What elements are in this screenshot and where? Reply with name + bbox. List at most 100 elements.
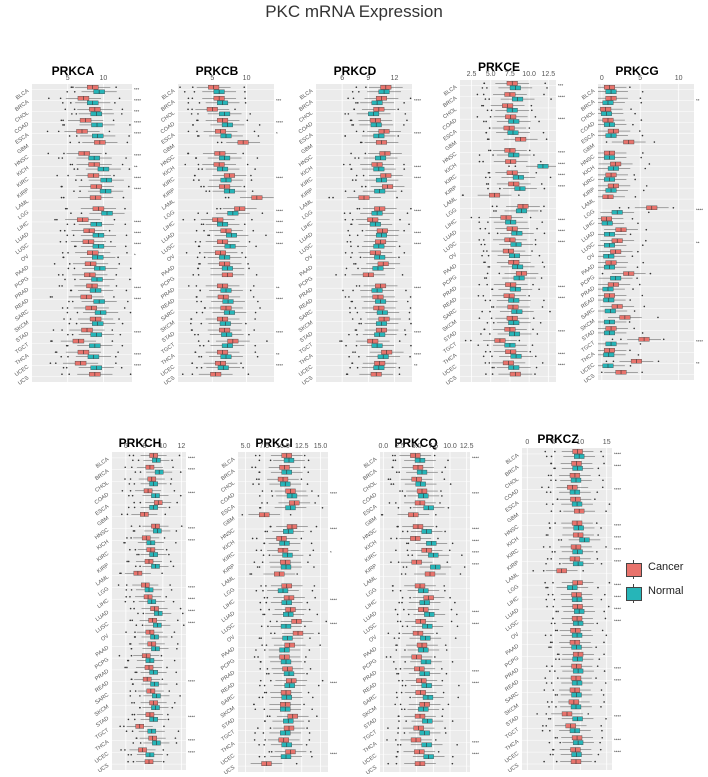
cancer-outlier	[261, 644, 263, 646]
normal-outlier	[647, 211, 650, 214]
normal-outlier	[348, 333, 350, 336]
normal-outlier	[198, 179, 200, 181]
cancer-outlier	[484, 227, 487, 230]
significance-label: ****	[414, 98, 421, 103]
category-label: SKCM	[94, 704, 111, 718]
cancer-outlier	[441, 668, 443, 670]
cancer-outlier	[203, 229, 205, 232]
cancer-outlier	[308, 608, 311, 611]
cancer-outlier	[478, 317, 481, 319]
significance-label: **	[414, 363, 418, 368]
cancer-outlier	[51, 296, 53, 298]
cancer-outlier	[248, 240, 251, 243]
normal-outlier	[410, 344, 412, 347]
normal-outlier	[534, 355, 537, 358]
category-label: LUSC	[221, 623, 236, 636]
significance-label: **	[276, 286, 280, 291]
cancer-outlier	[358, 207, 361, 210]
cancer-outlier	[128, 454, 131, 457]
cancer-outlier	[536, 227, 538, 230]
cancer-outlier	[394, 454, 396, 457]
cancer-outlier	[529, 350, 532, 353]
normal-outlier	[642, 189, 645, 192]
category-label: LIHC	[96, 598, 110, 610]
category-label: KICH	[364, 540, 378, 552]
cancer-outlier	[187, 152, 190, 155]
cancer-outlier	[178, 454, 181, 457]
normal-outlier	[136, 553, 138, 556]
category-label: CHOL	[362, 480, 378, 494]
normal-outlier	[171, 706, 174, 709]
cancer-outlier	[532, 317, 535, 319]
cancer-outlier	[246, 163, 249, 166]
cancer-outlier	[255, 274, 258, 276]
category-label: OV	[166, 254, 176, 264]
category-label: LIHC	[162, 221, 176, 233]
cancer-outlier	[639, 97, 642, 99]
cancer-outlier	[112, 119, 115, 122]
cancer-outlier	[556, 498, 559, 501]
normal-outlier	[600, 527, 602, 529]
cancer-outlier	[266, 502, 269, 504]
cancer-outlier	[193, 174, 196, 177]
normal-outlier	[409, 696, 411, 699]
significance-label: ****	[614, 463, 621, 468]
normal-outlier	[127, 300, 129, 303]
cancer-outlier	[64, 108, 67, 111]
normal-outlier	[555, 658, 557, 660]
category-label: LGG	[17, 210, 30, 222]
normal-outlier	[199, 344, 201, 347]
normal-outlier	[395, 755, 398, 758]
cancer-outlier	[546, 605, 548, 608]
cancer-outlier	[269, 727, 272, 729]
cancer-outlier	[554, 450, 556, 453]
normal-outlier	[258, 495, 261, 497]
cancer-outlier	[192, 274, 195, 276]
category-label: LAML	[581, 198, 596, 211]
significance-label: ****	[614, 678, 621, 683]
normal-outlier	[401, 684, 404, 687]
normal-outlier	[172, 565, 175, 568]
cancer-outlier	[399, 703, 402, 706]
normal-outlier	[543, 232, 546, 235]
category-label: PAAD	[161, 265, 176, 278]
normal-outlier	[549, 717, 552, 720]
cancer-outlier	[199, 251, 201, 254]
category-label: KICH	[506, 536, 520, 548]
cancer-outlier	[127, 760, 129, 763]
cancer-outlier	[604, 617, 607, 620]
category-label: LUSC	[95, 621, 110, 634]
normal-outlier	[304, 625, 306, 628]
normal-outlier	[456, 744, 458, 746]
category-label: HNSC	[220, 528, 236, 542]
cancer-outlier	[125, 584, 128, 586]
normal-outlier	[264, 530, 267, 533]
normal-outlier	[451, 720, 454, 722]
cancer-outlier	[488, 127, 491, 129]
normal-outlier	[544, 634, 547, 637]
cancer-outlier	[121, 108, 124, 111]
x-tick-label: 5	[66, 75, 70, 82]
normal-outlier	[258, 744, 260, 746]
normal-outlier	[447, 459, 449, 462]
cancer-outlier	[532, 283, 534, 286]
page-title: PKC mRNA Expression	[265, 2, 443, 21]
normal-outlier	[409, 506, 412, 509]
significance-label: ****	[614, 607, 621, 612]
normal-outlier	[637, 222, 639, 225]
cancer-outlier	[550, 510, 553, 512]
normal-outlier	[493, 210, 495, 212]
cancer-outlier	[399, 620, 402, 623]
normal-outlier	[197, 333, 199, 336]
normal-outlier	[447, 506, 450, 509]
normal-outlier	[263, 684, 266, 687]
cancer-outlier	[251, 466, 253, 469]
cancer-outlier	[46, 130, 49, 133]
cancer-outlier	[492, 306, 495, 308]
cancer-outlier	[134, 548, 137, 551]
normal-outlier	[173, 659, 176, 662]
normal-outlier	[477, 344, 480, 346]
cancer-outlier	[115, 86, 117, 89]
category-label: PCPG	[362, 658, 378, 672]
normal-outlier	[310, 530, 312, 533]
